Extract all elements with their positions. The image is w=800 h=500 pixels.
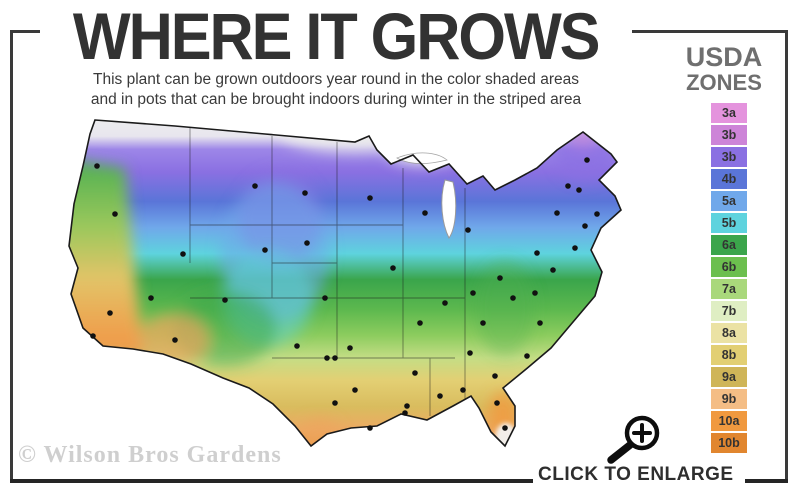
city-dot xyxy=(497,275,503,281)
legend-swatch-zone: 3b xyxy=(711,147,747,167)
city-dot xyxy=(502,425,508,431)
zone-color-scale: 3a 3b 3b 4b 5a 5b 6a 6b 7a 7b 8a 8b 9a 9b 10a 10b xyxy=(711,103,747,455)
subtitle-line-1: This plant can be grown outdoors year ro… xyxy=(93,71,579,88)
us-map-graphic xyxy=(68,119,622,447)
city-dot xyxy=(262,247,268,253)
frame-border-segment xyxy=(10,30,13,482)
city-dot xyxy=(417,320,423,326)
city-dot xyxy=(332,355,338,361)
click-to-enlarge-button[interactable]: CLICK TO ENLARGE xyxy=(538,464,733,486)
legend-swatch-zone: 9b xyxy=(711,389,747,409)
city-dot xyxy=(460,387,466,393)
legend-swatch-zone: 7b xyxy=(711,301,747,321)
city-dot xyxy=(332,400,338,406)
subtitle: This plant can be grown outdoors year ro… xyxy=(20,70,652,110)
page-title: WHERE IT GROWS xyxy=(73,0,601,74)
legend-title-usda: USDA xyxy=(685,42,763,72)
city-dot xyxy=(534,250,540,256)
city-dot xyxy=(222,297,228,303)
city-dot xyxy=(347,345,353,351)
legend-swatch-zone: 5a xyxy=(711,191,747,211)
legend-swatch-zone: 6b xyxy=(711,257,747,277)
legend-swatch-zone: 9a xyxy=(711,367,747,387)
city-dot xyxy=(404,403,410,409)
legend-swatch-zone: 4b xyxy=(711,169,747,189)
city-dot xyxy=(480,320,486,326)
magnifier-zoom-icon[interactable] xyxy=(602,408,664,466)
city-dot xyxy=(467,350,473,356)
legend-swatch-zone: 8b xyxy=(711,345,747,365)
city-dot xyxy=(550,267,556,273)
city-dot xyxy=(437,393,443,399)
city-dot xyxy=(302,190,308,196)
legend-title-zones: ZONES xyxy=(686,70,762,95)
city-dot xyxy=(412,370,418,376)
frame-border-segment xyxy=(785,30,788,482)
city-dot xyxy=(572,245,578,251)
usda-zones-legend-title: USDA ZONES xyxy=(668,42,780,95)
city-dot xyxy=(532,290,538,296)
state-borders xyxy=(189,126,466,416)
watermark: © Wilson Bros Gardens xyxy=(18,442,282,468)
city-dot xyxy=(537,320,543,326)
city-dot xyxy=(180,251,186,257)
city-dot xyxy=(584,157,590,163)
city-dots xyxy=(90,157,600,431)
city-dot xyxy=(422,210,428,216)
legend-swatch-zone: 10b xyxy=(711,433,747,453)
city-dot xyxy=(107,310,113,316)
frame-border-segment xyxy=(10,30,40,33)
city-dot xyxy=(294,343,300,349)
city-dot xyxy=(582,223,588,229)
frame-border-segment xyxy=(745,479,788,483)
plus-icon xyxy=(632,423,652,443)
city-dot xyxy=(442,300,448,306)
city-dot xyxy=(524,353,530,359)
city-dot xyxy=(94,163,100,169)
city-dot xyxy=(470,290,476,296)
legend-swatch-zone: 10a xyxy=(711,411,747,431)
city-dot xyxy=(576,187,582,193)
legend-swatch-zone: 6a xyxy=(711,235,747,255)
hardiness-zone-map xyxy=(25,108,635,468)
header: WHERE IT GROWS This plant can be grown o… xyxy=(20,0,652,110)
city-dot xyxy=(252,183,258,189)
city-dot xyxy=(304,240,310,246)
city-dot xyxy=(148,295,154,301)
legend-swatch-zone: 7a xyxy=(711,279,747,299)
city-dot xyxy=(554,210,560,216)
legend-swatch-zone: 8a xyxy=(711,323,747,343)
city-dot xyxy=(112,211,118,217)
city-dot xyxy=(172,337,178,343)
city-dot xyxy=(565,183,571,189)
city-dot xyxy=(367,425,373,431)
city-dot xyxy=(352,387,358,393)
city-dot xyxy=(402,410,408,416)
legend-swatch-zone: 3a xyxy=(711,103,747,123)
city-dot xyxy=(492,373,498,379)
legend-swatch-zone: 5b xyxy=(711,213,747,233)
city-dot xyxy=(510,295,516,301)
city-dot xyxy=(324,355,330,361)
legend-swatch-zone: 3b xyxy=(711,125,747,145)
city-dot xyxy=(594,211,600,217)
zone-shading xyxy=(69,120,621,446)
city-dot xyxy=(322,295,328,301)
click-to-enlarge-label: CLICK TO ENLARGE xyxy=(538,464,734,485)
city-dot xyxy=(465,227,471,233)
city-dot xyxy=(367,195,373,201)
city-dot xyxy=(90,333,96,339)
frame-border-segment xyxy=(632,30,788,33)
city-dot xyxy=(390,265,396,271)
city-dot xyxy=(494,400,500,406)
subtitle-line-2: and in pots that can be brought indoors … xyxy=(90,91,582,109)
frame-border-segment xyxy=(10,479,533,483)
